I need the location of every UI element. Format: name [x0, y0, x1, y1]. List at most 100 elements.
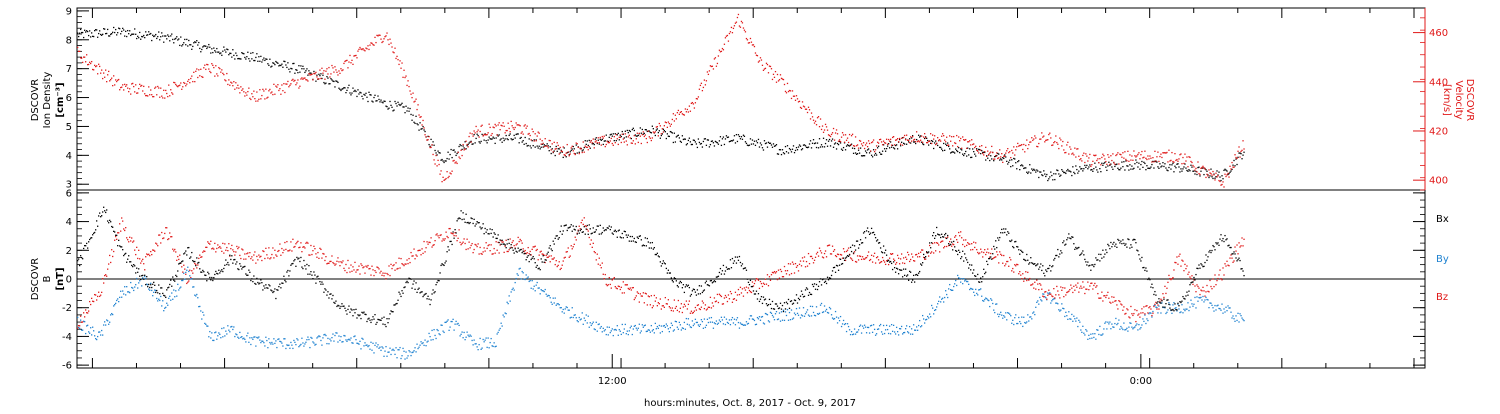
data-point [624, 137, 625, 138]
data-point [792, 262, 793, 263]
data-point [1087, 281, 1088, 282]
data-point [1010, 166, 1011, 167]
data-point [1110, 155, 1111, 156]
data-point [773, 74, 774, 75]
data-point [553, 258, 554, 259]
data-point [1109, 321, 1110, 322]
data-point [643, 292, 644, 293]
data-point [543, 143, 544, 144]
data-point [349, 339, 350, 340]
data-point [701, 319, 702, 320]
data-point [1019, 169, 1020, 170]
data-point [1114, 323, 1115, 324]
data-point [457, 323, 458, 324]
data-point [1016, 168, 1017, 169]
data-point [981, 145, 982, 146]
data-point [116, 235, 117, 236]
data-point [362, 98, 363, 99]
data-point [865, 150, 866, 151]
data-point [780, 321, 781, 322]
data-point [667, 133, 668, 134]
data-point [688, 111, 689, 112]
data-point [1211, 176, 1212, 177]
data-point [1092, 333, 1093, 334]
data-point [693, 103, 694, 104]
data-point [191, 270, 192, 271]
data-point [833, 147, 834, 148]
data-point [404, 77, 405, 78]
data-point [112, 256, 113, 257]
data-point [290, 241, 291, 242]
data-point [85, 333, 86, 334]
data-point [734, 135, 735, 136]
data-point [933, 313, 934, 314]
data-point [105, 274, 106, 275]
data-point [896, 144, 897, 145]
data-point [390, 42, 391, 43]
data-point [844, 251, 845, 252]
data-point [129, 30, 130, 31]
data-point [1056, 142, 1057, 143]
data-point [325, 256, 326, 257]
data-point [182, 260, 183, 261]
data-point [529, 133, 530, 134]
data-point [213, 47, 214, 48]
data-point [646, 293, 647, 294]
data-point [103, 207, 104, 208]
data-point [1122, 329, 1123, 330]
data-point [1214, 178, 1215, 179]
data-point [116, 34, 117, 35]
data-point [282, 90, 283, 91]
data-point [201, 256, 202, 257]
data-point [878, 143, 879, 144]
data-point [424, 134, 425, 135]
data-point [663, 131, 664, 132]
data-point [631, 289, 632, 290]
data-point [872, 332, 873, 333]
data-point [1217, 175, 1218, 176]
data-point [1017, 143, 1018, 144]
data-point [527, 278, 528, 279]
data-point [141, 85, 142, 86]
data-point [627, 284, 628, 285]
data-point [150, 251, 151, 252]
data-point [780, 149, 781, 150]
data-point [166, 93, 167, 94]
data-point [627, 144, 628, 145]
data-point [643, 131, 644, 132]
data-point [735, 324, 736, 325]
data-point [264, 258, 265, 259]
data-point [379, 101, 380, 102]
data-point [309, 254, 310, 255]
data-point [622, 134, 623, 135]
data-point [123, 29, 124, 30]
data-point [478, 344, 479, 345]
data-point [1175, 262, 1176, 263]
data-point [151, 287, 152, 288]
data-point [159, 293, 160, 294]
data-point [276, 86, 277, 87]
data-point [1087, 160, 1088, 161]
data-point [322, 75, 323, 76]
data-point [1128, 169, 1129, 170]
data-point [226, 333, 227, 334]
data-point [638, 142, 639, 143]
data-point [880, 324, 881, 325]
data-point [1050, 302, 1051, 303]
data-point [789, 312, 790, 313]
data-point [338, 335, 339, 336]
data-point [882, 151, 883, 152]
data-point [172, 39, 173, 40]
data-point [162, 35, 163, 36]
data-point [831, 314, 832, 315]
data-point [381, 275, 382, 276]
data-point [695, 141, 696, 142]
data-point [480, 141, 481, 142]
data-point [326, 343, 327, 344]
data-point [85, 245, 86, 246]
data-point [437, 330, 438, 331]
data-point [760, 142, 761, 143]
data-point [719, 50, 720, 51]
data-point [809, 143, 810, 144]
data-point [959, 152, 960, 153]
